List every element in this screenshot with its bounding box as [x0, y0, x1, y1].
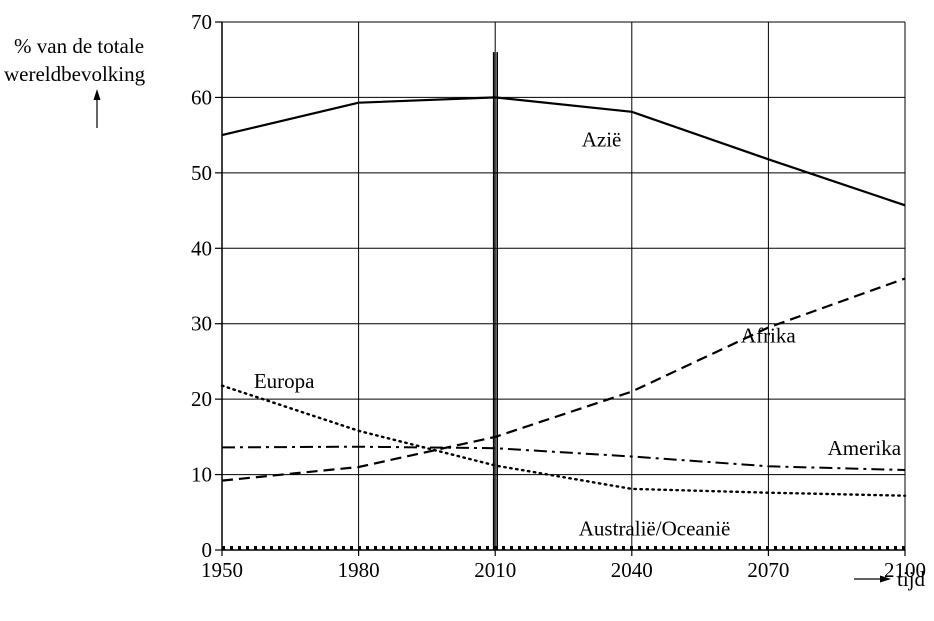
y-tick-label: 10	[191, 463, 212, 487]
x-tick-label: 2100	[884, 558, 926, 582]
series-line-2	[220, 384, 907, 497]
y-tick-label: 20	[191, 387, 212, 411]
y-tick-label: 30	[191, 312, 212, 336]
x-tick-label: 2010	[474, 558, 516, 582]
y-tick-label: 40	[191, 236, 212, 260]
vertical-marker-2010	[492, 52, 499, 550]
series-labels: Azië Afrika Europa Amerika Australië/Oceanië	[254, 127, 902, 540]
x-axis-arrow-icon	[854, 575, 891, 583]
x-tick-label: 1950	[201, 558, 243, 582]
series-label: Afrika	[741, 324, 796, 348]
y-tick-label: 0	[202, 538, 213, 562]
series-label: Europa	[254, 369, 315, 393]
x-axis-title: tijd	[897, 567, 926, 591]
x-tick-label: 2040	[611, 558, 653, 582]
y-tick-label: 50	[191, 161, 212, 185]
y-axis-title-line1: % van de totale	[14, 34, 144, 58]
series-line-0	[221, 96, 906, 207]
y-tick-label: 60	[191, 85, 212, 109]
series-line-3	[221, 445, 906, 471]
series-line-1	[221, 277, 906, 482]
y-axis-arrow-icon	[93, 89, 101, 128]
x-tick-label: 2070	[747, 558, 789, 582]
axis-ticks: 0 10 20 30 40 50 60 70 1950 1980 2010 2040 2070 2100	[191, 10, 926, 582]
x-tick-label: 1980	[338, 558, 380, 582]
series-label: Australië/Oceanië	[579, 517, 731, 541]
series-label: Amerika	[828, 436, 902, 460]
series-lines	[220, 96, 907, 550]
series-label: Azië	[582, 127, 622, 151]
grid	[221, 21, 906, 551]
y-axis-title-line2: wereldbevolking	[4, 62, 146, 86]
y-tick-label: 70	[191, 10, 212, 34]
